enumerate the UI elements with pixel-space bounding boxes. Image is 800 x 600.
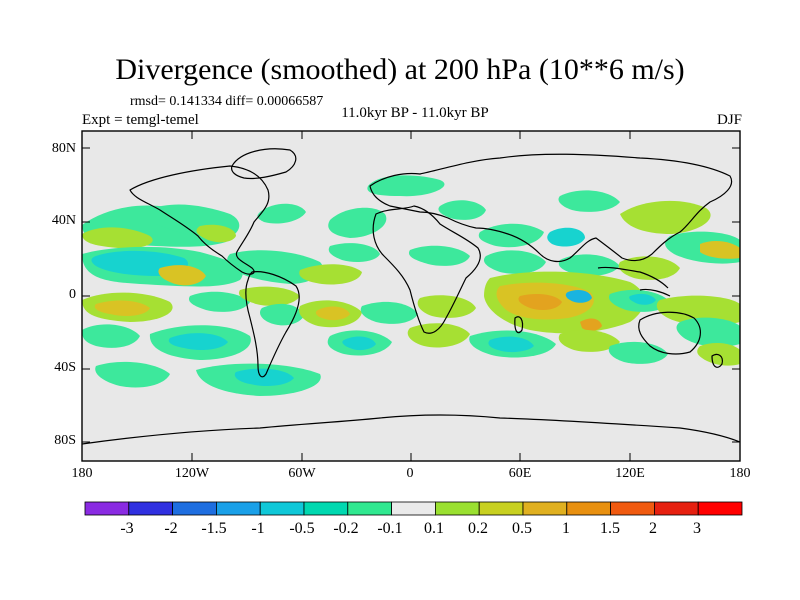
madagascar-outline: [514, 316, 524, 334]
period-label: 11.0kyr BP - 11.0kyr BP: [341, 105, 489, 121]
colorbar-swatch: [478, 501, 524, 516]
contour-region: [620, 200, 711, 234]
contour-region: [196, 224, 236, 243]
colorbar-swatch: [347, 501, 392, 516]
divergence-field: [82, 175, 740, 396]
x-tick-label: 120E: [615, 466, 645, 481]
contour-region: [227, 250, 323, 284]
australia-outline: [638, 311, 701, 355]
contour-region: [558, 329, 620, 352]
contour-region: [676, 317, 740, 347]
x-tick-label: 180: [729, 466, 751, 481]
page-title: Divergence (smoothed) at 200 hPa (10**6 …: [115, 53, 685, 86]
colorbar-label: 1: [562, 520, 570, 537]
contour-region: [656, 295, 740, 326]
contour-region: [565, 290, 592, 303]
colorbar-label: 0.2: [468, 520, 488, 537]
colorbar-label: -0.5: [289, 520, 315, 537]
contour-region: [700, 241, 740, 259]
contour-region: [234, 368, 294, 386]
y-tick-label: 40S: [54, 360, 76, 375]
contour-region: [257, 203, 306, 224]
contour-region: [168, 333, 228, 350]
contour-region: [547, 227, 585, 247]
colorbar-label: -0.2: [333, 520, 359, 537]
colorbar-swatch: [259, 501, 305, 516]
contour-region: [328, 207, 387, 238]
y-tick-label: 80S: [54, 433, 76, 448]
antarctica-outline: [82, 414, 740, 445]
greenland-outline: [231, 148, 297, 180]
y-tick-label: 0: [69, 287, 76, 302]
colorbar-label: 1.5: [600, 520, 620, 537]
x-tick-label: 60E: [508, 466, 532, 481]
colorbar-swatch: [522, 501, 568, 516]
x-tick-label: 60W: [288, 466, 316, 481]
colorbar-label: -2: [164, 520, 178, 537]
experiment-label: Expt = temgl-temel: [82, 112, 199, 128]
contour-region: [488, 336, 534, 353]
colorbar-swatch: [128, 501, 174, 516]
colorbar-swatch: [434, 501, 480, 516]
season-label: DJF: [716, 112, 742, 128]
colorbar-swatch: [654, 501, 699, 516]
eurasia-outline: [369, 153, 733, 263]
contour-region: [95, 361, 170, 388]
contour-region: [342, 336, 376, 351]
north-america-outline: [129, 165, 270, 275]
contour-region: [315, 306, 350, 321]
contour-region: [417, 295, 476, 318]
colorbar-label: 2: [649, 520, 657, 537]
maritime-continent-outline: [597, 266, 671, 297]
x-tick-label: 180: [71, 466, 93, 481]
colorbar-swatch: [566, 501, 611, 516]
contour-region: [158, 265, 206, 286]
contour-region: [558, 190, 620, 212]
colorbar: [84, 501, 743, 516]
contour-region: [360, 301, 418, 324]
contour-region: [82, 227, 153, 249]
contour-region: [328, 243, 380, 262]
contour-region: [558, 254, 620, 276]
contour-region: [408, 245, 470, 266]
contour-region: [367, 175, 445, 197]
colorbar-label: -3: [120, 520, 134, 537]
colorbar-swatch: [215, 501, 261, 516]
colorbar-label: -0.1: [377, 520, 403, 537]
contour-region: [629, 293, 656, 305]
contour-region: [608, 341, 668, 364]
stats-text: rmsd= 0.141334 diff= 0.00066587: [130, 94, 324, 109]
contour-region: [188, 291, 250, 312]
contour-region: [238, 286, 300, 306]
contour-region: [618, 256, 680, 280]
contour-region: [518, 294, 562, 310]
contour-region: [82, 324, 140, 348]
colorbar-label: 0.1: [424, 520, 444, 537]
colorbar-swatch: [84, 501, 130, 516]
south-america-outline: [245, 271, 300, 378]
coastlines: [82, 148, 740, 445]
contour-region: [94, 300, 150, 316]
colorbar-swatch: [391, 501, 436, 516]
x-tick-label: 120W: [174, 466, 210, 481]
colorbar-swatch: [303, 501, 349, 516]
colorbar-swatch: [610, 501, 655, 516]
contour-region: [580, 318, 602, 331]
colorbar-label: 3: [693, 520, 701, 537]
colorbar-label: -1.5: [201, 520, 227, 537]
axis-ticks: [82, 131, 740, 461]
y-tick-label: 40N: [51, 213, 76, 228]
contour-region: [438, 200, 486, 220]
colorbar-label: 0.5: [512, 520, 532, 537]
y-tick-label: 80N: [51, 141, 76, 156]
new-zealand-outline: [711, 353, 723, 368]
contour-region: [483, 250, 546, 274]
contour-region: [299, 264, 362, 285]
colorbar-label: -1: [251, 520, 265, 537]
x-tick-label: 0: [406, 466, 414, 481]
colorbar-swatch: [697, 501, 743, 516]
colorbar-swatch: [172, 501, 217, 516]
